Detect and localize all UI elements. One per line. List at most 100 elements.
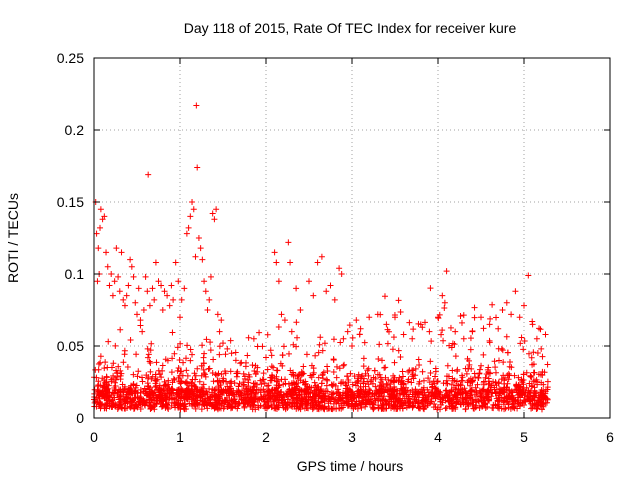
- data-point: [287, 388, 294, 395]
- data-point: [475, 374, 482, 381]
- data-point: [376, 386, 383, 393]
- data-point: [271, 375, 278, 382]
- data-point: [426, 328, 433, 335]
- data-point: [325, 395, 332, 402]
- data-point: [111, 278, 118, 285]
- data-point: [375, 397, 382, 404]
- data-point: [128, 263, 135, 270]
- data-point: [521, 397, 528, 404]
- data-point: [165, 377, 172, 384]
- data-point: [338, 402, 345, 409]
- data-point: [330, 336, 337, 343]
- data-point: [120, 296, 127, 303]
- data-point: [388, 396, 395, 403]
- data-point: [416, 391, 423, 398]
- data-point: [313, 391, 320, 398]
- data-point: [93, 230, 100, 237]
- data-point: [226, 397, 233, 404]
- data-point: [270, 364, 277, 371]
- data-point: [383, 321, 390, 328]
- data-point: [146, 302, 153, 309]
- data-point: [352, 394, 359, 401]
- data-point: [336, 265, 343, 272]
- data-point: [400, 381, 407, 388]
- data-point: [290, 341, 297, 348]
- data-point: [476, 366, 483, 373]
- data-point: [526, 380, 533, 387]
- data-point: [395, 297, 402, 304]
- data-point: [299, 371, 306, 378]
- data-point: [232, 400, 239, 407]
- data-point: [279, 397, 286, 404]
- data-point: [197, 393, 204, 400]
- data-point: [338, 271, 345, 277]
- data-point: [398, 399, 405, 406]
- data-point: [419, 368, 426, 375]
- data-point: [336, 365, 343, 372]
- chart-title: Day 118 of 2015, Rate Of TEC Index for r…: [184, 20, 517, 36]
- data-point: [303, 386, 310, 393]
- data-point: [265, 392, 272, 399]
- data-point: [113, 245, 120, 252]
- data-point: [449, 340, 456, 347]
- data-point: [97, 400, 104, 407]
- data-point: [280, 393, 287, 400]
- data-point: [521, 302, 527, 309]
- data-point: [435, 389, 442, 396]
- data-point: [294, 395, 301, 402]
- data-point: [416, 361, 423, 368]
- data-point: [365, 365, 372, 372]
- data-point: [395, 378, 402, 385]
- data-point: [499, 347, 506, 354]
- data-point: [323, 288, 330, 295]
- data-point: [529, 361, 536, 368]
- data-point: [323, 376, 330, 383]
- data-point: [224, 404, 231, 411]
- data-point: [281, 317, 288, 324]
- data-point: [273, 367, 280, 374]
- data-point: [310, 365, 317, 372]
- data-point: [256, 329, 263, 336]
- data-point: [495, 325, 502, 332]
- data-point: [282, 380, 289, 387]
- data-point: [244, 352, 251, 359]
- data-point: [530, 349, 537, 356]
- data-point: [538, 387, 545, 394]
- data-point: [95, 360, 102, 367]
- data-point: [303, 351, 310, 358]
- data-point: [105, 338, 112, 345]
- data-point: [207, 273, 214, 280]
- data-point: [508, 311, 515, 318]
- data-point: [438, 331, 445, 338]
- data-point: [275, 324, 282, 331]
- data-point: [139, 378, 146, 385]
- data-point: [111, 386, 118, 393]
- data-point: [313, 401, 320, 408]
- data-point: [406, 319, 413, 326]
- data-point: [114, 373, 121, 380]
- y-tick-label: 0.25: [57, 50, 84, 66]
- data-point: [139, 328, 146, 335]
- data-point: [360, 355, 367, 362]
- data-point: [461, 385, 468, 392]
- x-tick-label: 2: [262, 429, 270, 445]
- data-point: [448, 381, 455, 388]
- data-point: [478, 362, 485, 369]
- data-point: [459, 377, 466, 384]
- data-point: [206, 296, 213, 303]
- data-point: [264, 388, 271, 395]
- data-point: [349, 343, 355, 349]
- data-point: [269, 372, 276, 379]
- data-point: [217, 379, 224, 386]
- data-point: [175, 278, 182, 285]
- data-point: [480, 386, 487, 393]
- data-point: [300, 370, 307, 377]
- data-point: [159, 402, 166, 409]
- data-point: [368, 376, 375, 383]
- data-point: [222, 351, 229, 358]
- data-point: [133, 382, 140, 389]
- data-point: [169, 329, 176, 336]
- data-point: [147, 384, 154, 391]
- data-point: [486, 337, 493, 344]
- data-point: [258, 381, 265, 388]
